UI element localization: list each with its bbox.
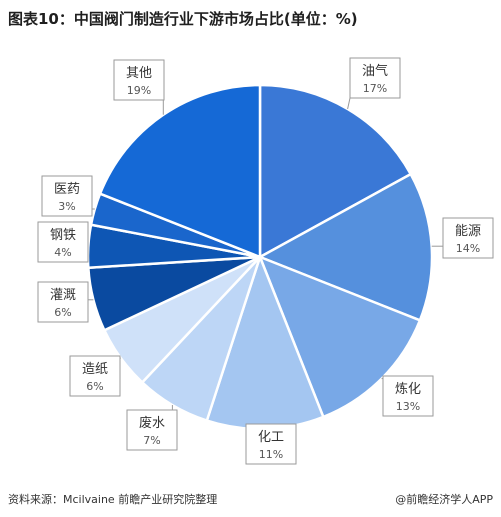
callout-box-4 [245,423,297,465]
slice-label: 灌溉 [50,288,76,303]
slice-value: 4% [54,246,71,259]
pie-labels: 油气 17% 能源 14% 炼化 13% 化工 11% 废水 7% 造纸 6% 灌溉 6% 钢铁 4% 医药 3%… [37,57,494,465]
callout-box-9 [41,175,93,217]
slice-label: 医药 [54,182,80,197]
slice-label: 废水 [139,415,165,431]
slice-label: 其他 [126,66,152,81]
callout-box-10 [113,59,165,101]
slice-value: 13% [396,400,420,413]
callout-box-1 [349,57,401,99]
slice-label: 能源 [455,224,481,239]
slice-value: 6% [54,306,71,319]
slice-value: 17% [363,82,387,95]
slice-value: 11% [259,448,283,461]
callout-box-3 [382,375,434,417]
pie-slices [86,83,434,431]
pie-slice-1 [258,83,413,260]
chart-title: 图表10：中国阀门制造行业下游市场占比(单位：%) [8,10,358,28]
pie-slice-2 [257,172,434,322]
slice-label: 化工 [258,430,284,445]
callout-box-6 [69,355,121,397]
slice-label: 油气 [362,63,388,79]
source-note: 资料来源：Mcilvaine 前瞻产业研究院整理 [8,493,218,506]
leader-line-1 [347,97,351,110]
pie-slice-3 [257,254,422,419]
slice-value: 19% [127,84,151,97]
slice-label: 炼化 [395,382,421,397]
pie-slice-10 [98,83,262,259]
slice-value: 3% [58,200,75,213]
brand-note: @前瞻经济学人APP [395,493,493,506]
callout-box-5 [126,409,178,451]
callout-box-2 [442,217,494,259]
slice-label: 造纸 [82,362,108,377]
slice-value: 6% [86,380,103,393]
slice-value: 7% [143,434,160,447]
slice-label: 钢铁 [50,228,76,243]
slice-value: 14% [456,242,480,255]
callout-box-7 [37,281,89,323]
callout-box-8 [37,221,89,263]
